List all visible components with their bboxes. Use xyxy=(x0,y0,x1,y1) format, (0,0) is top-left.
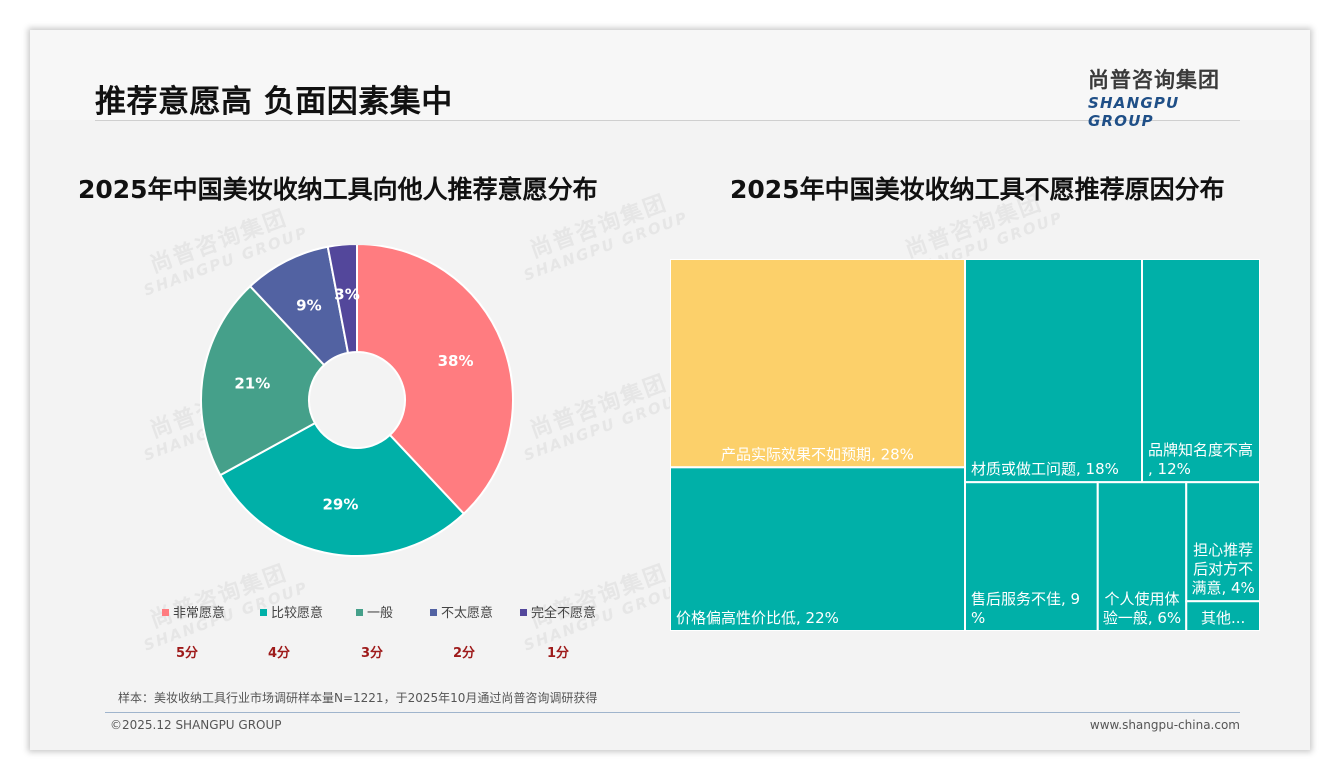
legend-item: 不太愿意 xyxy=(430,602,493,621)
treemap-label: 品牌知名度不高 xyxy=(1148,441,1253,459)
treemap-cell xyxy=(1141,259,1260,484)
score-label: 3分 xyxy=(361,646,384,661)
treemap-label: 其他... xyxy=(1201,609,1245,627)
treemap-cell xyxy=(670,466,966,631)
slice-label: 38% xyxy=(438,352,474,370)
treemap-label: % xyxy=(971,609,985,627)
treemap-label: 售后服务不佳, 9 xyxy=(971,590,1080,608)
donut-legend: 非常愿意 比较愿意 一般 不太愿意 完全不愿意 xyxy=(160,602,620,622)
treemap-cell xyxy=(964,481,1099,631)
treemap-label: 担心推荐 xyxy=(1193,541,1253,559)
page-title: 推荐意愿高 负面因素集中 xyxy=(95,84,453,120)
treemap-label: 满意, 4% xyxy=(1191,579,1254,597)
legend-swatch xyxy=(260,609,267,616)
treemap-chart-title: 2025年中国美妆收纳工具不愿推荐原因分布 xyxy=(730,175,1225,204)
treemap-cell xyxy=(670,259,966,469)
treemap-label: 材质或做工问题, 18% xyxy=(971,460,1119,478)
header-band xyxy=(30,30,1310,120)
title-divider xyxy=(95,120,1240,121)
slice-label: 9% xyxy=(296,297,321,315)
slice-label: 29% xyxy=(322,496,358,514)
score-label: 2分 xyxy=(453,646,476,661)
company-logo: 尚普咨询集团 SHANGPU GROUP xyxy=(1088,64,1248,130)
legend-label: 完全不愿意 xyxy=(531,606,597,621)
donut-slice xyxy=(356,245,514,516)
treemap-cell xyxy=(964,259,1143,484)
treemap-label: 验一般, 6% xyxy=(1103,609,1181,627)
legend-item: 一般 xyxy=(356,602,393,621)
legend-swatch xyxy=(356,609,363,616)
legend-label: 一般 xyxy=(367,606,394,621)
logo-cn: 尚普咨询集团 xyxy=(1088,68,1220,92)
donut-chart-title: 2025年中国美妆收纳工具向他人推荐意愿分布 xyxy=(78,175,598,204)
score-label: 1分 xyxy=(547,646,570,661)
treemap-label: , 12% xyxy=(1148,460,1191,478)
legend-item: 完全不愿意 xyxy=(520,602,596,621)
legend-swatch xyxy=(520,609,527,616)
legend-swatch xyxy=(162,609,169,616)
score-label: 4分 xyxy=(268,646,291,661)
website-link[interactable]: www.shangpu-china.com xyxy=(1089,718,1240,732)
score-label: 5分 xyxy=(176,646,199,661)
logo-en: SHANGPU GROUP xyxy=(1088,94,1180,130)
treemap-chart: 产品实际效果不如预期, 28% 价格偏高性价比低, 22% 材质或做工问题, 18%… xyxy=(670,259,1260,631)
treemap-label: 后对方不 xyxy=(1193,560,1253,578)
legend-item: 非常愿意 xyxy=(162,602,225,621)
treemap-label: 个人使用体 xyxy=(1104,590,1179,608)
score-row: 5分 4分 3分 2分 1分 xyxy=(160,642,620,662)
slice-label: 21% xyxy=(234,374,270,392)
legend-label: 不太愿意 xyxy=(441,606,494,621)
slide: 尚普咨询集团 SHANGPU GROUP 尚普咨询集团 SHANGPU GROUP … xyxy=(30,30,1310,750)
donut-chart: 38% 29% 21% 9% 3% xyxy=(200,245,514,557)
legend-label: 比较愿意 xyxy=(271,606,324,621)
treemap-label: 价格偏高性价比低, 22% xyxy=(676,609,839,627)
footer-divider xyxy=(105,712,1240,713)
legend-label: 非常愿意 xyxy=(173,606,226,621)
treemap-label: 产品实际效果不如预期, 28% xyxy=(721,445,914,463)
sample-note: 样本：美妆收纳工具行业市场调研样本量N=1221，于2025年10月通过尚普咨询… xyxy=(118,691,598,705)
copyright: ©2025.12 SHANGPU GROUP xyxy=(110,718,282,732)
treemap-cell xyxy=(1185,481,1260,603)
legend-swatch xyxy=(430,609,437,616)
legend-item: 比较愿意 xyxy=(260,602,323,621)
slice-label: 3% xyxy=(334,285,359,303)
treemap-cell xyxy=(1096,481,1188,631)
donut-slice xyxy=(218,421,466,557)
donut-slice xyxy=(326,245,358,355)
